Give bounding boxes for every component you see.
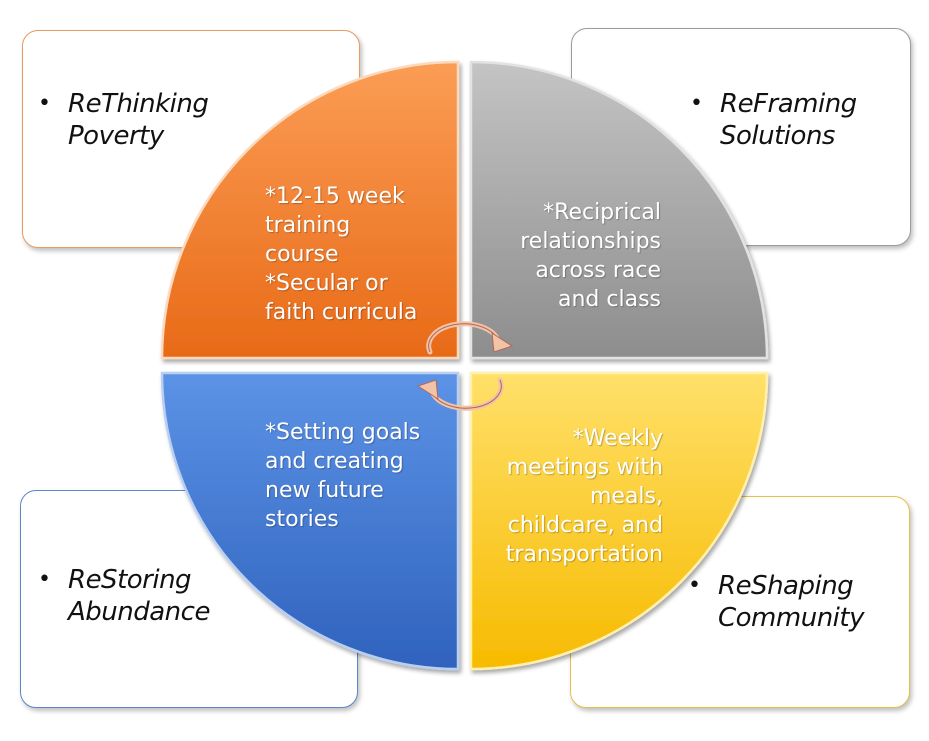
label-reshaping-community: • ReShaping Community [688,571,864,633]
bullet-icon: • [38,567,51,592]
quadrant-orange [160,60,460,360]
label-rethinking-poverty: • ReThinking Poverty [38,89,209,151]
bullet-icon: • [688,573,701,598]
orange-quadrant-text: *12-15 week training course *Secular or … [265,184,418,325]
label-restoring-abundance: • ReStoring Abundance [38,565,210,627]
quadrant-gray [469,60,769,360]
blue-quadrant-text: *Setting goals and creating new future s… [265,420,421,532]
bullet-icon: • [690,91,703,116]
quadrant-yellow [469,371,769,671]
gray-quadrant-text: *Reciprical relationships across race an… [520,200,661,312]
quadrant-blue [160,371,460,671]
label-reframing-solutions: • ReFraming Solutions [690,89,857,151]
yellow-quadrant-text: *Weekly meetings with meals, childcare, … [505,426,663,567]
cycle-arrows-icon [416,321,514,411]
bullet-icon: • [38,91,51,116]
